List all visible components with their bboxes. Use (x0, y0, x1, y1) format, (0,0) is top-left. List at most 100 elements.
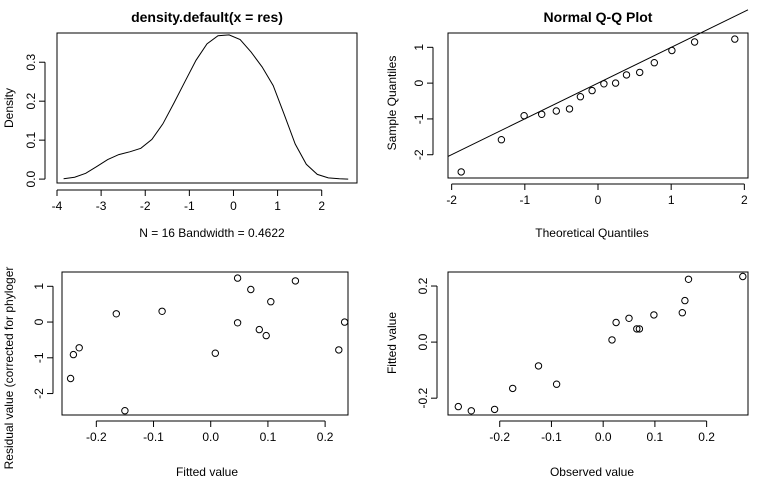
data-point (600, 80, 608, 88)
x-tick-label: -1 (519, 193, 530, 207)
data-point (612, 318, 620, 327)
x-tick-label: -2 (446, 193, 457, 207)
x-axis-label: Observed value (550, 465, 634, 479)
data-point (262, 331, 270, 340)
data-point (467, 407, 475, 415)
plot-marks (63, 34, 349, 180)
x-axis: -4 -3 -2 -1 0 1 2 (52, 189, 325, 213)
data-point (490, 405, 499, 414)
data-point (247, 285, 255, 294)
y-axis: -2 -1 0 1 (32, 283, 54, 399)
y-tick-label: 0 (412, 79, 426, 86)
plot-frame (447, 271, 749, 416)
x-tick-label: 0.0 (202, 430, 219, 444)
data-point (509, 384, 517, 393)
data-point (69, 350, 78, 359)
y-tick-label: -1 (32, 352, 46, 363)
data-point (636, 68, 644, 77)
x-axis: -0.2 -0.1 0.0 0.1 0.2 (489, 420, 715, 444)
plot-marks (454, 272, 747, 415)
y-tick-label: 0.3 (24, 54, 38, 71)
x-axis: -0.2 -0.1 0.0 0.1 0.2 (86, 420, 334, 444)
data-point (650, 59, 658, 67)
data-point (650, 311, 658, 319)
plot-marks (447, 9, 749, 176)
chart-title: Normal Q-Q Plot (544, 9, 653, 25)
y-tick-label: 1 (412, 44, 426, 51)
y-tick-label: -1 (412, 113, 426, 124)
chart-title: density.default(x = res) (131, 9, 283, 25)
x-tick-label: 0.1 (647, 430, 664, 444)
data-point (681, 296, 689, 305)
x-tick-label: 0 (595, 193, 602, 207)
x-tick-label: 1 (668, 193, 675, 207)
data-point (625, 314, 633, 322)
plot-marks (66, 274, 349, 415)
data-point (678, 309, 686, 317)
y-tick-label: 1 (32, 283, 46, 290)
data-point (75, 344, 83, 352)
data-point (520, 112, 528, 120)
x-tick-label: 0.0 (595, 430, 612, 444)
data-point (635, 325, 644, 333)
data-point (731, 35, 739, 43)
data-point (291, 277, 300, 285)
data-point (267, 298, 275, 306)
x-axis-label: Fitted value (176, 465, 238, 479)
x-axis-label: N = 16 Bandwidth = 0.4622 (139, 226, 285, 240)
data-point (684, 275, 693, 283)
y-axis-label: Residual value (corrected for phyloger (2, 267, 16, 470)
density-curve (63, 34, 349, 180)
y-tick-label: 0.0 (416, 333, 430, 350)
x-axis-label: Theoretical Quantiles (535, 226, 648, 240)
y-axis: -2 -1 0 1 (412, 44, 434, 160)
data-point (454, 402, 462, 411)
x-axis: -2 -1 0 1 2 (446, 183, 748, 207)
y-axis-label: Density (2, 88, 16, 128)
data-point (457, 168, 465, 176)
x-tick-label: -2 (140, 199, 151, 213)
x-tick-label: -0.2 (86, 430, 107, 444)
fitted-panel: Observed value Fitted value -0.2 -0.1 0.0 0… (385, 271, 749, 479)
data-point (534, 362, 543, 370)
data-point (497, 136, 506, 144)
y-axis-label: Sample Quantiles (385, 56, 399, 151)
y-axis: 0.0 0.1 0.2 0.3 (24, 54, 46, 187)
qq-reference-line (447, 9, 749, 157)
data-point (158, 307, 166, 315)
x-tick-label: 0.1 (260, 430, 277, 444)
x-tick-label: -3 (96, 199, 107, 213)
y-tick-label: 0.2 (24, 93, 38, 110)
data-point (565, 105, 574, 113)
data-point (622, 71, 631, 79)
x-tick-label: -4 (52, 199, 63, 213)
x-tick-label: 0 (230, 199, 237, 213)
x-tick-label: 2 (741, 193, 748, 207)
y-tick-label: -2 (32, 388, 46, 399)
plot-frame (56, 32, 358, 184)
data-point (233, 274, 242, 282)
y-tick-label: 0.1 (24, 131, 38, 148)
x-tick-label: -0.2 (489, 430, 510, 444)
plot-frame (447, 32, 749, 179)
x-tick-label: -0.1 (541, 430, 562, 444)
data-point (335, 346, 343, 354)
data-point (538, 110, 546, 119)
y-axis: -0.2 0.0 0.2 (416, 277, 438, 409)
density-panel: density.default(x = res) N = 16 Bandwidt… (2, 9, 358, 240)
data-point (552, 107, 560, 115)
data-point (739, 272, 747, 281)
data-point (233, 319, 242, 327)
data-point (608, 336, 616, 344)
x-tick-label: 0.2 (317, 430, 334, 444)
data-point (340, 318, 349, 326)
y-tick-label: -0.2 (416, 388, 430, 409)
x-tick-label: -0.1 (143, 430, 164, 444)
data-point (552, 380, 561, 388)
data-point (588, 86, 596, 95)
y-tick-label: 0.0 (24, 170, 38, 187)
residual-panel: Fitted value Residual value (corrected f… (2, 267, 349, 479)
x-tick-label: 1 (274, 199, 281, 213)
